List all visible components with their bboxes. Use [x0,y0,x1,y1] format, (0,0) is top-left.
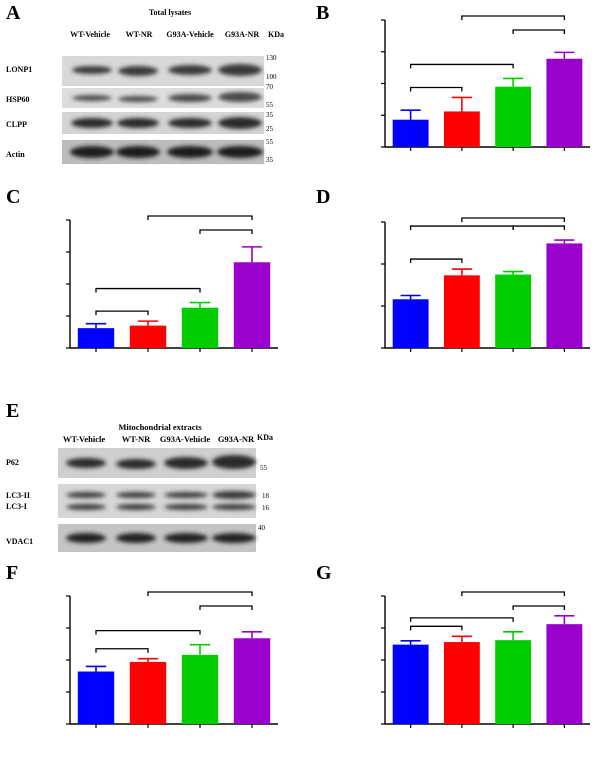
significance-bracket-2 [95,287,201,293]
blot-a-lane-2: WT-NR [126,30,153,39]
significance-bracket-3 [409,225,514,231]
blot-a-lane-3: G93A-Vehicle [166,30,214,39]
panel-letter-e: E [6,400,20,422]
chart-p62 [381,591,590,728]
blot-e-lane-2: WT-NR [122,434,151,444]
bar-2 [443,275,480,348]
bar-4 [546,624,583,724]
panel-letter-g: G [316,562,332,584]
bar-3 [181,654,219,724]
bar-2 [443,111,480,147]
blot-e-marker-16: 16 [262,504,270,512]
significance-bracket-1 [95,310,149,316]
significance-bracket-4 [461,217,566,222]
blot-e-header: Mitochondrial extracts [118,422,202,432]
blot-e-marker-55: 55 [260,464,268,472]
blot-e-marker-18: 18 [262,492,270,500]
significance-bracket-4 [147,215,253,220]
blot-a-marker-35: 35 [266,111,274,119]
blot-a-marker-70: 70 [266,83,274,91]
chart-hsp60 [66,215,278,352]
blot-a-kda: KDa [268,30,284,39]
blot-e-row-label-lc3-i: LC3-I [6,502,27,511]
blot-a-row-label-clpp: CLPP [6,120,27,129]
significance-bracket-3 [199,605,253,610]
blot-a-row-label-lonp1: LONP1 [6,65,32,74]
blot-a-row-label-hsp60: HSP60 [6,95,30,104]
blot-e-membrane-lc3 [58,484,256,518]
bar-1 [77,671,115,724]
bar-1 [77,328,115,348]
panel-letter-c: C [6,186,21,208]
blot-e-bands-lc3 [66,491,256,510]
blot-e-marker-40: 40 [258,524,266,532]
significance-bracket-1 [409,258,463,264]
western-blot-mitochondrial-extracts: Mitochondrial extracts KDa WT-Vehicle WT… [6,422,273,552]
blot-a-marker-actin-55: 55 [266,138,274,146]
bar-3 [181,307,219,348]
significance-bracket-2 [409,63,514,69]
significance-bracket-3 [199,229,253,234]
bar-3 [495,86,532,147]
blot-a-bands-clpp [71,117,262,129]
bar-3 [495,640,532,724]
blot-e-lane-4: G93A-NR [218,434,255,444]
blot-a-lane-4: G93A-NR [225,30,259,39]
blot-a-membrane-hsp60 [62,88,264,108]
blot-e-lane-1: WT-Vehicle [63,434,106,444]
blot-a-bands-hsp60 [72,92,262,102]
blot-a-marker-55: 55 [266,101,274,109]
significance-bracket-4 [461,15,566,20]
blot-a-marker-actin-35: 35 [266,156,274,164]
chart-clpp [381,217,590,352]
blot-a-marker-25: 25 [266,125,274,133]
panel-letter-f: F [6,562,19,584]
significance-bracket-3 [512,605,566,610]
bar-2 [129,661,167,724]
blot-e-lane-3: G93A-Vehicle [160,434,210,444]
blot-e-row-label-vdac1: VDAC1 [6,537,33,546]
significance-bracket-4 [461,591,566,596]
blot-a-marker-100: 100 [266,73,277,81]
bar-4 [546,243,583,348]
blot-e-row-label-lc3-ii: LC3-II [6,491,30,500]
bar-4 [546,58,583,147]
panel-letter-b: B [316,2,330,24]
chart-lonp1 [381,15,590,151]
blot-a-bands-lonp1 [72,64,262,76]
bar-3 [495,274,532,348]
bar-1 [392,644,429,724]
chart-lc3-ii [66,591,278,728]
significance-bracket-2 [512,225,566,231]
bar-4 [233,262,271,348]
bar-1 [392,119,429,147]
significance-bracket-3 [512,29,566,34]
significance-bracket-1 [409,86,463,92]
blot-a-header: Total lysates [149,8,191,17]
panel-letter-a: A [6,2,21,24]
bar-4 [233,638,271,724]
blot-a-row-label-actin: Actin [6,150,25,159]
significance-bracket-1 [95,648,149,653]
significance-bracket-2 [409,617,514,622]
blot-a-marker-130: 130 [266,54,277,62]
blot-e-bands-p62 [66,455,256,469]
blot-a-membrane-clpp [62,112,264,134]
significance-bracket-2 [95,629,201,635]
blot-e-bands-vdac1 [66,533,256,543]
bar-2 [129,325,167,348]
blot-e-kda: KDa [257,433,273,442]
significance-bracket-1 [409,625,463,631]
blot-e-row-label-p62: P62 [6,458,19,467]
blot-a-bands-actin [70,146,263,158]
panel-letter-d: D [316,186,331,208]
bar-2 [443,642,480,724]
bar-1 [392,299,429,348]
western-blot-total-lysates: Total lysates KDa WT-Vehicle WT-NR G93A-… [6,8,284,164]
blot-a-lane-1: WT-Vehicle [70,30,110,39]
significance-bracket-4 [147,591,253,596]
